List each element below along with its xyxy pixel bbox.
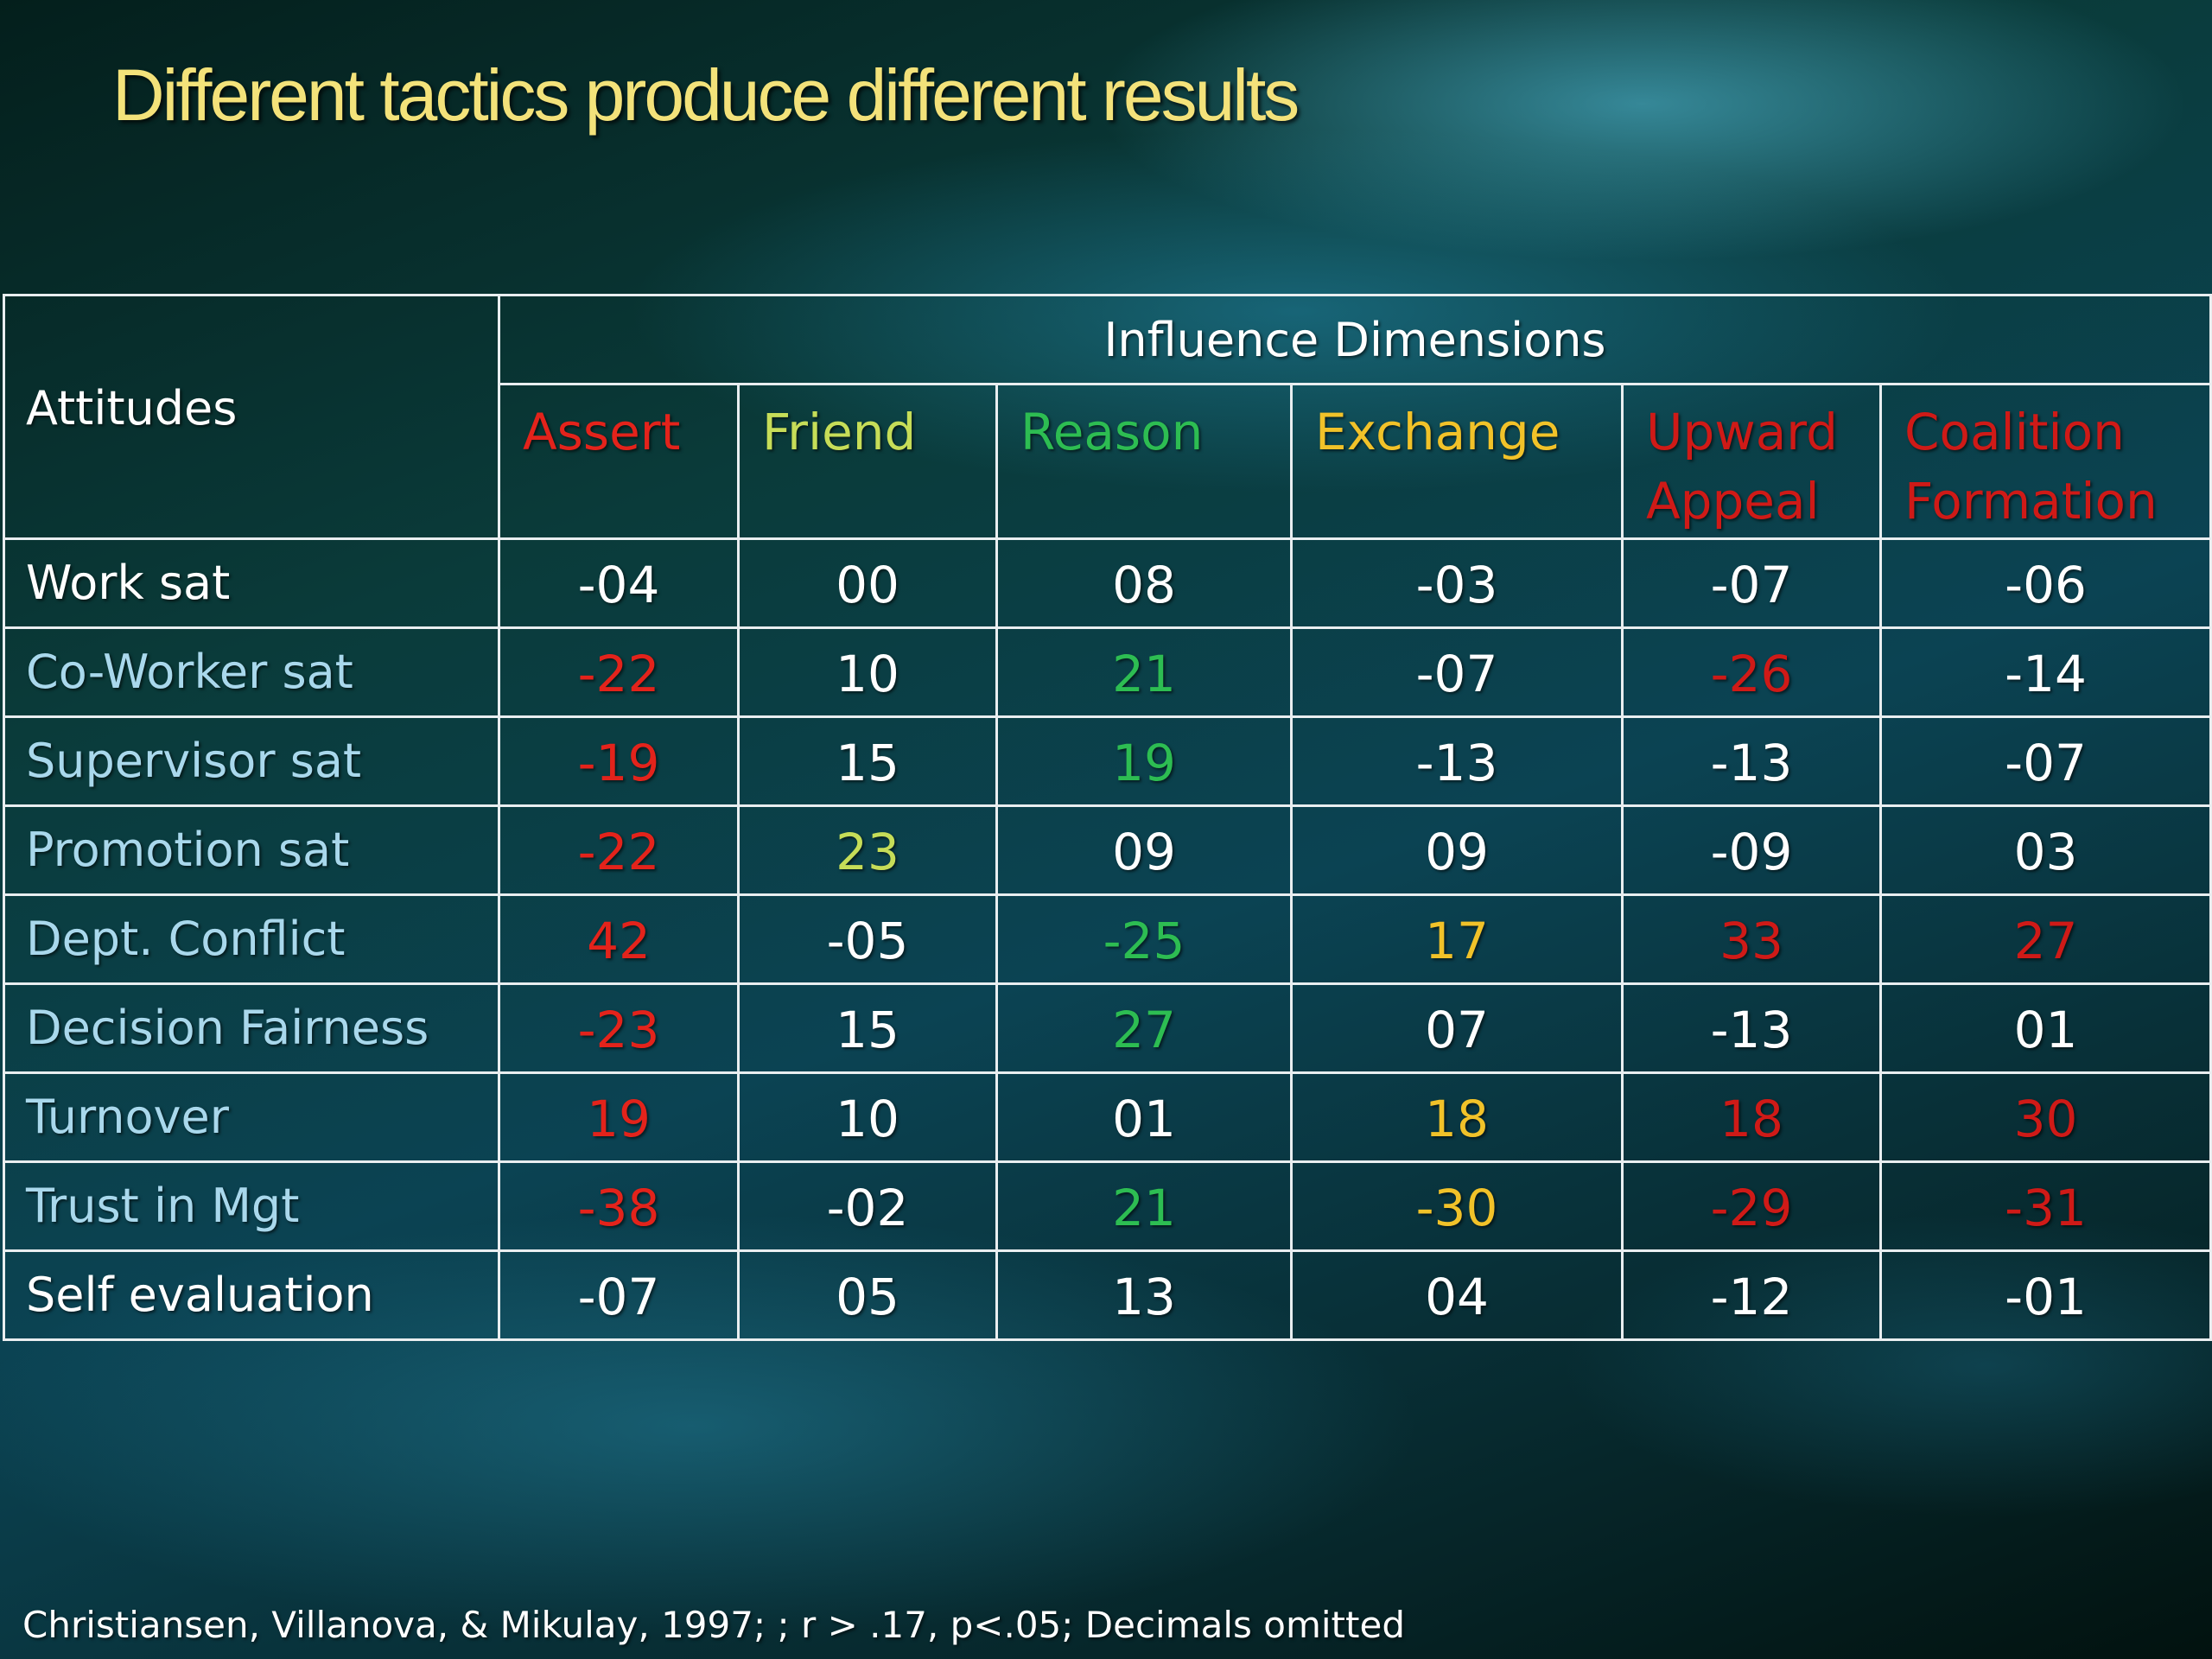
table-cell: -13 — [1621, 715, 1882, 807]
table-cell: 33 — [1621, 893, 1882, 985]
table-cell: -09 — [1621, 804, 1882, 896]
table-cell: -38 — [498, 1160, 740, 1252]
table-cell: -03 — [1290, 537, 1624, 629]
table-cell: 17 — [1290, 893, 1624, 985]
table-cell: 15 — [737, 982, 998, 1074]
table-row: Co-Worker sat -22 10 21 -07 -26 -14 — [3, 626, 2212, 718]
table-row: Turnover 19 10 01 18 18 30 — [3, 1071, 2212, 1163]
table-cell: 04 — [1290, 1249, 1624, 1342]
table-cell: -12 — [1621, 1249, 1882, 1342]
table-row: Work sat -04 00 08 -03 -07 -06 — [3, 537, 2212, 629]
col-upward-appeal: Upward Appeal — [1621, 383, 1882, 540]
table-cell: -19 — [498, 715, 740, 807]
influence-table: Attitudes Influence Dimensions Assert Fr… — [3, 293, 2212, 1342]
table-cell: 18 — [1621, 1071, 1882, 1163]
table-cell: -07 — [498, 1249, 740, 1342]
table-row: Trust in Mgt -38 -02 21 -30 -29 -31 — [3, 1160, 2212, 1252]
table-cell: -26 — [1621, 626, 1882, 718]
footnote: Christiansen, Villanova, & Mikulay, 1997… — [22, 1604, 1405, 1646]
table-cell: 18 — [1290, 1071, 1624, 1163]
table-cell: 01 — [1878, 982, 2212, 1074]
table-cell: -06 — [1878, 537, 2212, 629]
table-cell: 10 — [737, 1071, 998, 1163]
row-label: Promotion sat — [3, 804, 500, 896]
influence-dimensions-header: Influence Dimensions — [497, 293, 2212, 386]
row-label: Work sat — [3, 537, 500, 629]
col-assert: Assert — [498, 383, 740, 540]
row-label: Dept. Conflict — [3, 893, 500, 985]
table-row: Decision Fairness -23 15 27 07 -13 01 — [3, 982, 2212, 1074]
table-cell: 19 — [995, 715, 1293, 807]
col-coalition-formation: Coalition Formation — [1878, 383, 2212, 540]
table-cell: 23 — [737, 804, 998, 896]
table-cell: -22 — [498, 804, 740, 896]
col-reason: Reason — [995, 383, 1293, 540]
table-cell: 21 — [995, 1160, 1293, 1252]
table-cell: -01 — [1878, 1249, 2212, 1342]
table-cell: -30 — [1290, 1160, 1624, 1252]
table-cell: 08 — [995, 537, 1293, 629]
table-row: Supervisor sat -19 15 19 -13 -13 -07 — [3, 715, 2212, 807]
table-cell: -04 — [498, 537, 740, 629]
table-cell: -29 — [1621, 1160, 1882, 1252]
table-cell: -22 — [498, 626, 740, 718]
table-cell: 05 — [737, 1249, 998, 1342]
table-cell: 07 — [1290, 982, 1624, 1074]
col-friend: Friend — [737, 383, 998, 540]
table-row: Self evaluation -07 05 13 04 -12 -01 — [3, 1249, 2212, 1342]
row-label: Self evaluation — [3, 1249, 500, 1342]
table-cell: 21 — [995, 626, 1293, 718]
attitudes-header: Attitudes — [3, 294, 500, 540]
table-cell: -13 — [1621, 982, 1882, 1074]
table-cell: 27 — [1878, 893, 2212, 985]
table-cell: 10 — [737, 626, 998, 718]
table-cell: -14 — [1878, 626, 2212, 718]
table-cell: 03 — [1878, 804, 2212, 896]
table-cell: -07 — [1290, 626, 1624, 718]
table-cell: -07 — [1621, 537, 1882, 629]
table-cell: 09 — [1290, 804, 1624, 896]
row-label: Supervisor sat — [3, 715, 500, 807]
table-cell: -13 — [1290, 715, 1624, 807]
table-cell: 27 — [995, 982, 1293, 1074]
table-cell: -07 — [1878, 715, 2212, 807]
table-cell: 42 — [498, 893, 740, 985]
row-label: Turnover — [3, 1071, 500, 1163]
table-cell: 19 — [498, 1071, 740, 1163]
table-cell: 01 — [995, 1071, 1293, 1163]
table-cell: 15 — [737, 715, 998, 807]
col-exchange: Exchange — [1290, 383, 1624, 540]
row-label: Co-Worker sat — [3, 626, 500, 718]
table-cell: -02 — [737, 1160, 998, 1252]
row-label: Decision Fairness — [3, 982, 500, 1074]
table-cell: -05 — [737, 893, 998, 985]
table-cell: 30 — [1878, 1071, 2212, 1163]
table-cell: 13 — [995, 1249, 1293, 1342]
table-cell: -25 — [995, 893, 1293, 985]
slide-title: Different tactics produce different resu… — [112, 54, 1300, 136]
table-row: Promotion sat -22 23 09 09 -09 03 — [3, 804, 2212, 896]
table-row: Dept. Conflict 42 -05 -25 17 33 27 — [3, 893, 2212, 985]
table-cell: -31 — [1878, 1160, 2212, 1252]
table-cell: 09 — [995, 804, 1293, 896]
table-cell: -23 — [498, 982, 740, 1074]
table-cell: 00 — [737, 537, 998, 629]
row-label: Trust in Mgt — [3, 1160, 500, 1252]
